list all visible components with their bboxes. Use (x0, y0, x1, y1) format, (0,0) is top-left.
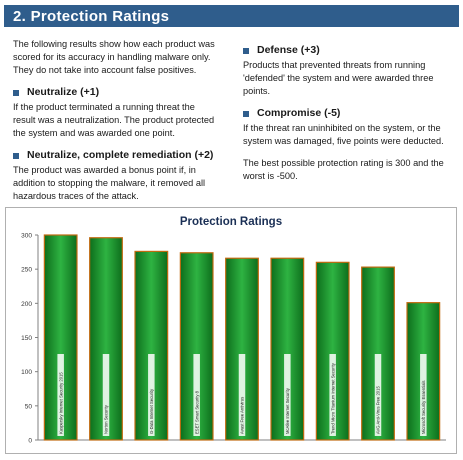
bar-category-label: Microsoft Security Essentials (421, 380, 426, 434)
bar-label-box (329, 354, 336, 436)
bar-label-box (238, 354, 246, 436)
bar-label-box (420, 354, 427, 436)
rating-heading: Neutralize (+1) (27, 86, 100, 98)
rating-text: The product was awarded a bonus point if… (13, 165, 206, 201)
bar-label-box (284, 354, 291, 436)
y-tick-label: 100 (21, 369, 32, 376)
bar-category-label: Avast Free Antivirus (240, 397, 245, 434)
rating-heading: Neutralize, complete remediation (+2) (27, 149, 214, 161)
bar (270, 257, 305, 441)
rating-text: If the threat ran uninhibited on the sys… (243, 123, 444, 146)
rating-heading: Compromise (-5) (257, 107, 341, 119)
y-tick-label: 250 (21, 267, 32, 274)
chart-title: Protection Ratings (180, 216, 282, 228)
bar-label-box (374, 354, 382, 436)
protection-ratings-chart: Protection Ratings 0 50 100 150 200 250 300 Ka… (5, 207, 457, 454)
rating-heading: Defense (+3) (257, 44, 320, 56)
square-bullet-icon (13, 152, 19, 159)
bar-category-label: Norton Security (104, 404, 109, 434)
left-column: The following results show how each prod… (13, 38, 218, 212)
rating-neutralize-remediation: Neutralize, complete remediation (+2) Th… (13, 149, 218, 203)
bar-category-label: ESET Smart Security 8 (194, 390, 199, 434)
bar-label-box (102, 354, 110, 436)
section-header: 2. Protection Ratings (4, 5, 459, 27)
summary-text: The best possible protection rating is 3… (243, 158, 444, 181)
rating-compromise: Compromise (-5) If the threat ran uninhi… (243, 107, 455, 148)
rating-defense: Defense (+3) Products that prevented thr… (243, 44, 455, 98)
section-title: 2. Protection Ratings (13, 8, 170, 25)
intro-text: The following results show how each prod… (13, 39, 215, 75)
bar-category-label: Trend Micro Titanium Internet Security (330, 362, 335, 434)
y-tick-label: 0 (28, 438, 32, 445)
bar-label-box (57, 354, 64, 436)
rating-text: If the product terminated a running thre… (13, 102, 215, 138)
bar-category-label: AVG Anti-Virus Free 2015 (376, 386, 381, 434)
y-tick-label: 150 (21, 335, 32, 342)
y-tick-label: 300 (21, 233, 32, 240)
bar-chart: Protection Ratings 0 50 100 150 200 250 300 Ka… (21, 216, 446, 445)
bar-category-label: G-Data Internet Security (149, 388, 154, 434)
bar-label-box (148, 354, 155, 436)
right-column: Defense (+3) Products that prevented thr… (243, 44, 455, 192)
bar-label-box (193, 354, 200, 436)
square-bullet-icon (13, 89, 19, 96)
y-tick-label: 200 (21, 301, 32, 308)
rating-neutralize: Neutralize (+1) If the product terminate… (13, 86, 218, 140)
y-tick-label: 50 (25, 403, 33, 410)
square-bullet-icon (243, 47, 249, 54)
bar-category-label: McAfee Internet Security (285, 387, 290, 434)
bar-category-label: Kaspersky Internet Security 2015 (58, 372, 63, 434)
square-bullet-icon (243, 110, 249, 117)
rating-text: Products that prevented threats from run… (243, 60, 434, 96)
